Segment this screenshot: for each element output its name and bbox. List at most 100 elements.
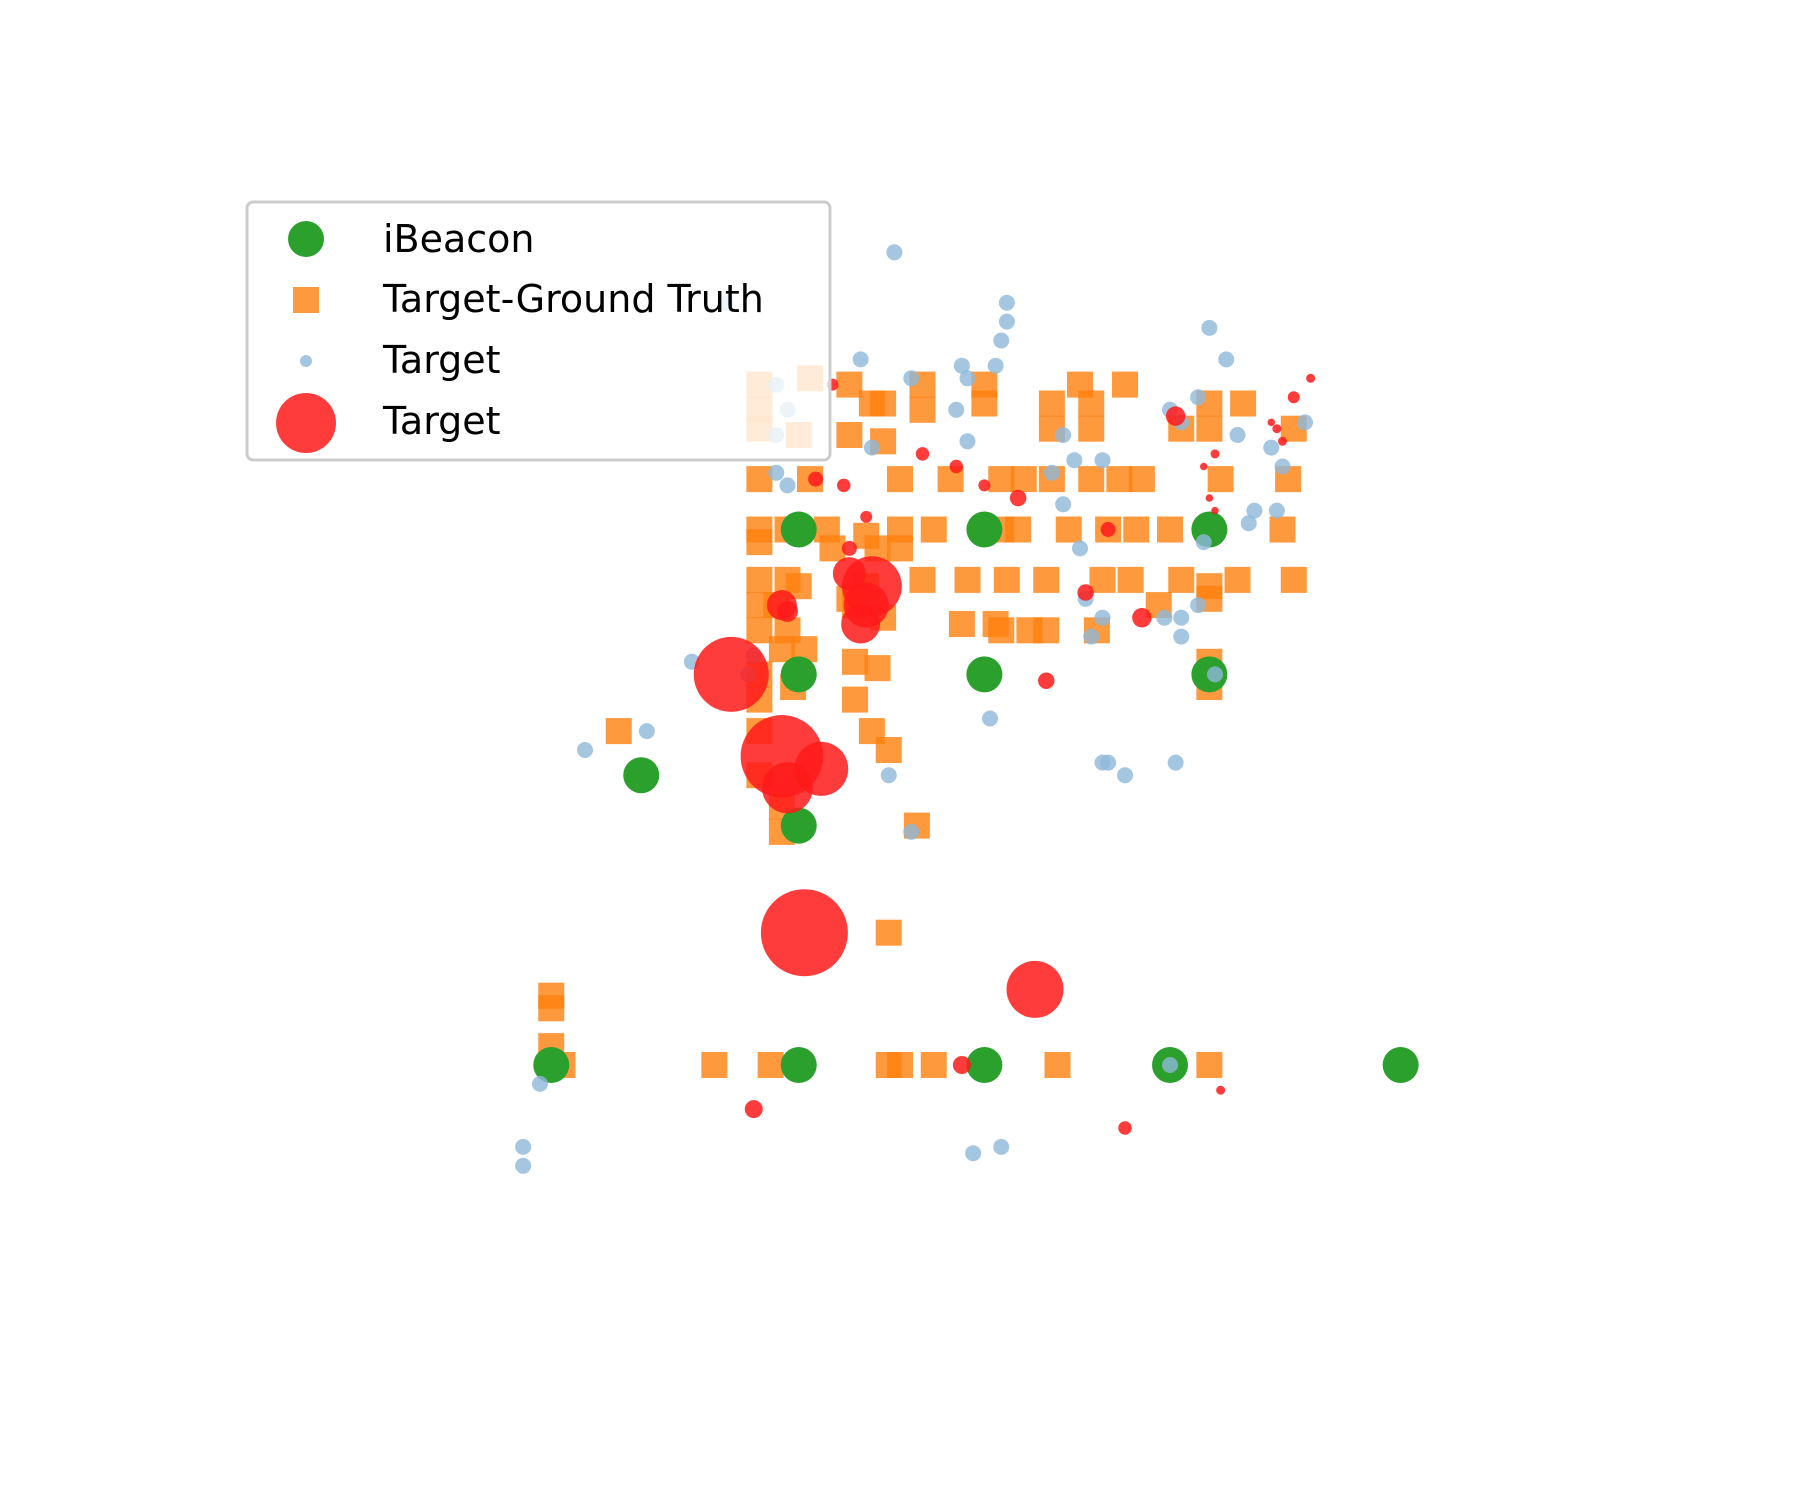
target-red-point bbox=[952, 1056, 971, 1074]
ibeacon-point bbox=[780, 1047, 817, 1083]
target-blue-point bbox=[998, 313, 1015, 330]
target-blue-point bbox=[1100, 754, 1117, 771]
target-blue-point bbox=[1167, 754, 1184, 771]
ibeacon-point bbox=[780, 511, 817, 548]
target-blue-point bbox=[768, 464, 785, 481]
legend-frame bbox=[245, 200, 832, 462]
target-blue-point bbox=[953, 357, 970, 374]
ground-truth-point bbox=[1005, 516, 1032, 543]
ground-truth-point bbox=[909, 396, 936, 423]
target-red-point bbox=[1006, 960, 1064, 1018]
target-red-point bbox=[978, 479, 991, 492]
target-blue-point bbox=[1173, 609, 1190, 626]
target-red-point bbox=[949, 459, 963, 474]
ground-truth-point bbox=[887, 535, 913, 562]
target-red-point bbox=[1210, 449, 1220, 459]
target-blue-point bbox=[1240, 515, 1257, 532]
ground-truth-point bbox=[954, 566, 981, 593]
target-red-point bbox=[1038, 672, 1055, 689]
target-blue-point bbox=[998, 294, 1015, 311]
target-blue-point bbox=[1297, 414, 1313, 431]
target-blue-point bbox=[1055, 496, 1072, 513]
target-blue-point bbox=[1246, 502, 1263, 519]
target-red-point bbox=[1216, 1085, 1226, 1095]
ground-truth-point bbox=[1078, 390, 1105, 417]
target-blue-point bbox=[903, 370, 920, 387]
target-blue-point bbox=[1094, 609, 1111, 626]
target-red-point bbox=[744, 1100, 763, 1119]
ground-truth-point bbox=[842, 686, 868, 713]
ground-truth-point bbox=[605, 718, 632, 745]
target-blue-point bbox=[515, 1138, 532, 1155]
target-red-point bbox=[837, 478, 851, 493]
target-blue-point bbox=[1229, 427, 1246, 443]
legend-label-target-blue: Target bbox=[382, 338, 501, 382]
target-red-point bbox=[1100, 522, 1116, 537]
target-red-layer bbox=[693, 373, 1316, 1135]
ibeacon-layer bbox=[533, 511, 1419, 1083]
ground-truth-point bbox=[875, 919, 902, 946]
target-blue-point bbox=[852, 351, 869, 368]
ground-truth-layer bbox=[538, 365, 1307, 1078]
legend-label-target-red: Target bbox=[382, 399, 501, 443]
ground-truth-point bbox=[746, 566, 773, 593]
ground-truth-point bbox=[887, 1052, 913, 1078]
target-red-point bbox=[1077, 584, 1094, 601]
ground-truth-point bbox=[1224, 566, 1251, 593]
ground-truth-point bbox=[757, 1052, 784, 1078]
ibeacon-point bbox=[780, 656, 817, 693]
ground-truth-point bbox=[887, 466, 913, 493]
target-blue-point bbox=[779, 477, 796, 494]
ground-truth-point bbox=[701, 1052, 728, 1078]
target-red-point bbox=[1132, 607, 1152, 628]
target-blue-point bbox=[1268, 502, 1285, 519]
ground-truth-point bbox=[1078, 466, 1105, 493]
ground-truth-point bbox=[746, 466, 773, 493]
ground-truth-point bbox=[1106, 466, 1133, 493]
ground-truth-point bbox=[1117, 566, 1144, 593]
ground-truth-point bbox=[864, 655, 891, 682]
target-blue-point bbox=[880, 767, 897, 784]
ground-truth-point bbox=[768, 636, 795, 663]
ibeacon-point bbox=[966, 1047, 1003, 1083]
target-red-point bbox=[794, 741, 849, 796]
legend-marker-target-blue bbox=[300, 355, 312, 367]
ground-truth-point bbox=[819, 535, 846, 562]
ground-truth-point bbox=[948, 611, 975, 637]
ground-truth-point bbox=[1207, 466, 1234, 493]
target-red-point bbox=[1287, 391, 1300, 404]
target-blue-point bbox=[959, 370, 976, 387]
ground-truth-point bbox=[971, 390, 998, 417]
ibeacon-point bbox=[966, 511, 1003, 548]
target-red-point bbox=[1272, 424, 1282, 434]
target-red-point bbox=[841, 604, 881, 644]
ibeacon-point bbox=[1382, 1047, 1419, 1083]
ground-truth-point bbox=[1196, 415, 1223, 442]
ground-truth-point bbox=[988, 617, 1015, 644]
ground-truth-point bbox=[1033, 617, 1060, 644]
ground-truth-point bbox=[1044, 1052, 1071, 1078]
ibeacon-point bbox=[533, 1047, 570, 1083]
target-red-point bbox=[777, 600, 798, 622]
target-blue-point bbox=[1094, 452, 1111, 469]
target-red-point bbox=[760, 889, 848, 977]
target-blue-point bbox=[515, 1157, 532, 1174]
target-blue-point bbox=[886, 244, 903, 261]
target-blue-point bbox=[1072, 540, 1088, 557]
target-blue-point bbox=[1195, 534, 1212, 551]
ground-truth-point bbox=[988, 466, 1015, 493]
ground-truth-point bbox=[1055, 516, 1082, 543]
ground-truth-point bbox=[538, 995, 565, 1022]
target-blue-point bbox=[1066, 452, 1083, 469]
target-blue-point bbox=[1156, 609, 1173, 626]
ground-truth-point bbox=[1128, 466, 1155, 493]
ground-truth-point bbox=[1112, 371, 1138, 398]
ibeacon-point bbox=[966, 656, 1003, 693]
target-red-point bbox=[1200, 462, 1208, 471]
ground-truth-point bbox=[836, 422, 863, 448]
legend-marker-ibeacon bbox=[288, 221, 324, 257]
ground-truth-point bbox=[1033, 566, 1060, 593]
ground-truth-point bbox=[1168, 566, 1195, 593]
